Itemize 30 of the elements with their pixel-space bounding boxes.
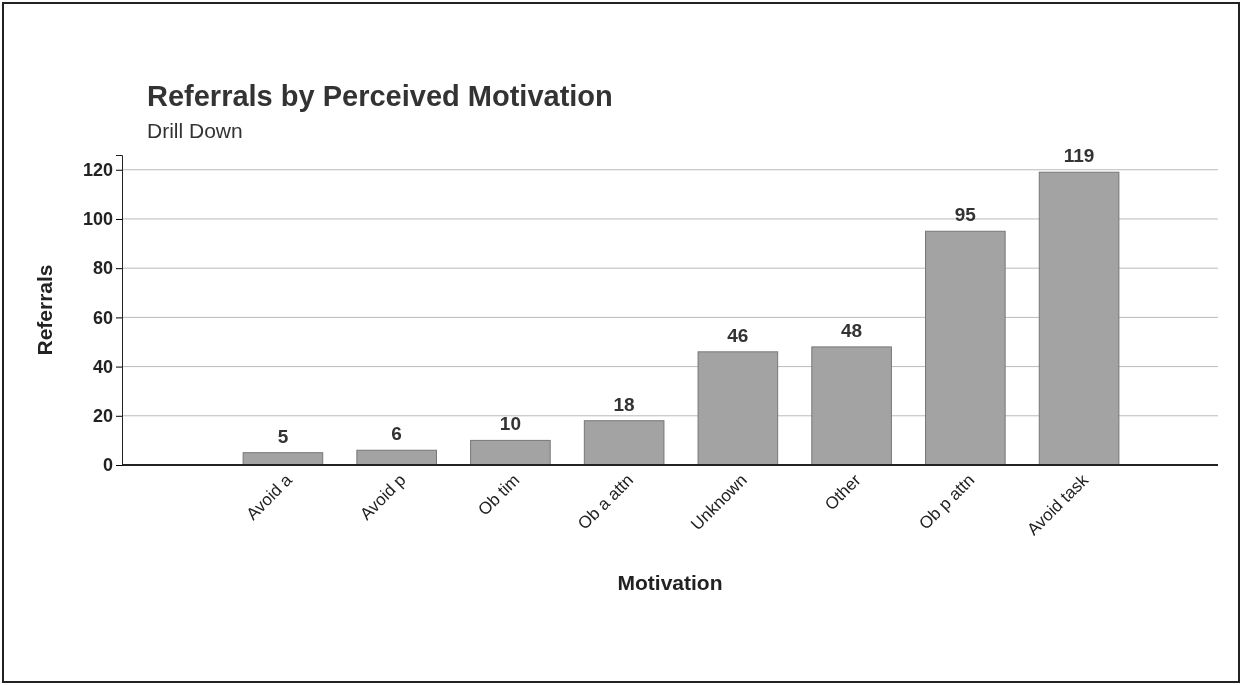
y-tick-label: 120 xyxy=(82,160,113,181)
x-tick-label: Ob tim xyxy=(474,470,524,520)
y-tick-label: 80 xyxy=(92,258,113,279)
bar xyxy=(1038,171,1120,466)
bar xyxy=(811,346,892,466)
y-tick-label: 20 xyxy=(92,406,113,427)
x-axis-title: Motivation xyxy=(617,571,723,594)
bar xyxy=(925,230,1006,466)
bar xyxy=(583,420,665,466)
bar xyxy=(697,351,779,466)
data-label: 18 xyxy=(613,393,635,415)
bar xyxy=(356,449,437,466)
y-tick-label: 0 xyxy=(102,455,113,476)
bar xyxy=(242,452,324,466)
chart-title: Referrals by Perceived Motivation xyxy=(147,80,613,112)
y-tick-label: 60 xyxy=(92,307,113,328)
y-tick-label: 40 xyxy=(92,356,113,377)
y-tick-label: 100 xyxy=(82,209,113,230)
data-label: 119 xyxy=(1063,145,1095,167)
y-axis-title: Referrals xyxy=(33,264,56,356)
data-label: 6 xyxy=(391,423,402,445)
data-label: 46 xyxy=(727,324,749,346)
x-tick-label: Ob p attn xyxy=(915,470,979,534)
data-label: 95 xyxy=(954,204,977,226)
x-tick-label: Ob a attn xyxy=(574,470,638,534)
data-label: 10 xyxy=(499,413,521,435)
data-label: 48 xyxy=(841,319,863,341)
data-label: 5 xyxy=(277,425,289,447)
chart-subtitle: Drill Down xyxy=(147,119,243,142)
bar xyxy=(470,439,551,466)
